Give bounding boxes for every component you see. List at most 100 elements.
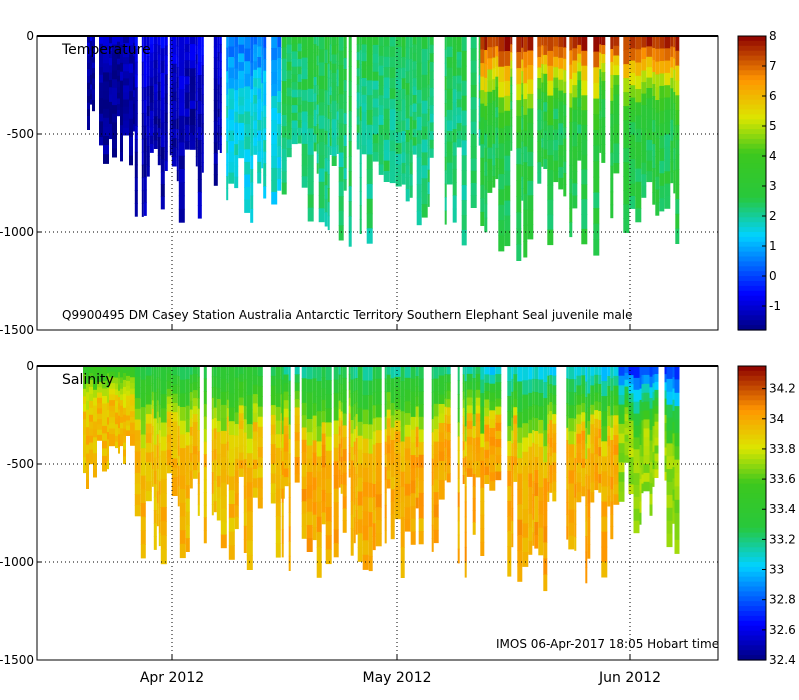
profile-cell [466, 460, 473, 469]
profile-cell [507, 441, 512, 457]
profile-cell [226, 152, 229, 166]
profile-cell [461, 36, 467, 52]
profile-cell [281, 160, 287, 172]
profile-cell [238, 96, 245, 107]
profile-cell [511, 456, 514, 470]
profile-cell [521, 71, 524, 84]
profile-cell [581, 412, 586, 423]
profile-cell [495, 97, 499, 108]
profile-cell [220, 521, 227, 536]
profile-cell [639, 411, 642, 424]
profile-cell [613, 124, 620, 135]
profile-cell [270, 366, 276, 377]
profile-cell [294, 432, 300, 442]
profile-cell [99, 67, 103, 76]
profile-cell [160, 147, 165, 160]
profile-cell [521, 36, 524, 49]
profile-cell [348, 445, 351, 454]
profile-cell [327, 49, 330, 65]
colorbar-tick-label: 32.4 [769, 653, 796, 667]
profile-cell [143, 164, 147, 178]
profile-cell [641, 185, 647, 198]
profile-cell [480, 130, 485, 145]
profile-cell [184, 36, 190, 45]
profile-cell [109, 65, 112, 74]
profile-cell [372, 98, 379, 108]
profile-cell [283, 408, 289, 418]
profile-cell [133, 103, 136, 112]
profile-cell [375, 481, 382, 495]
profile-cell [201, 65, 204, 76]
profile-cell [527, 122, 534, 138]
profile-cell [325, 521, 332, 536]
profile-cell [297, 36, 302, 45]
profile-cell [523, 114, 528, 132]
profile-cell [338, 478, 341, 488]
profile-cell [318, 102, 325, 117]
profile-cell [145, 462, 152, 473]
profile-cell [635, 89, 642, 103]
profile-cell [438, 442, 445, 453]
profile-cell [325, 394, 332, 409]
profile-cell [324, 171, 328, 186]
profile-cell [307, 181, 314, 196]
profile-cell [316, 547, 322, 563]
profile-cell [321, 388, 326, 401]
profile-cell [446, 152, 453, 164]
profile-cell [234, 36, 239, 48]
profile-cell [107, 454, 109, 462]
profile-cell [361, 61, 367, 71]
profile-cell [171, 73, 177, 83]
profile-cell [378, 105, 384, 116]
profile-cell [547, 366, 550, 377]
profile-cell [160, 521, 167, 536]
profile-cell [263, 140, 267, 153]
profile-cell [635, 49, 642, 64]
profile-cell [178, 102, 185, 117]
profile-cell [140, 461, 146, 477]
profile-cell [480, 366, 485, 381]
profile-cell [228, 517, 235, 533]
profile-cell [118, 440, 120, 448]
profile-cell [107, 439, 109, 448]
profile-cell [201, 45, 204, 56]
profile-cell [566, 440, 569, 454]
profile-cell [219, 69, 222, 79]
profile-cell [238, 413, 244, 422]
profile-cell [549, 456, 553, 466]
profile-cell [456, 107, 462, 116]
profile-cell [452, 62, 457, 77]
profile-cell [217, 84, 220, 94]
profile-cell [220, 417, 227, 432]
profile-cell [541, 156, 544, 167]
profile-cell [281, 488, 284, 503]
profile-cell [511, 495, 514, 509]
profile-cell [384, 416, 387, 430]
profile-cell [234, 155, 239, 167]
profile-cell [601, 411, 608, 427]
profile-cell [141, 61, 144, 76]
profile-cell [513, 456, 518, 466]
profile-cell [487, 158, 493, 171]
profile-cell [134, 398, 141, 410]
profile-cell [472, 390, 476, 403]
profile-cell [257, 130, 262, 142]
profile-cell [97, 434, 102, 441]
colorbar-cell [738, 655, 766, 661]
profile-cell [211, 376, 214, 388]
profile-cell [641, 483, 644, 494]
profile-cell [446, 162, 453, 174]
profile-cell [271, 143, 278, 157]
colorbar-cell [738, 232, 766, 238]
profile-cell [513, 366, 518, 375]
profile-cell [610, 139, 614, 154]
profile-cell [120, 405, 123, 412]
profile-cell [480, 157, 485, 172]
profile-cell [549, 429, 553, 439]
profile-cell [446, 415, 451, 425]
profile-cell [452, 168, 457, 183]
profile-cell [283, 383, 289, 393]
profile-cell [252, 478, 258, 489]
profile-cell [171, 421, 178, 432]
profile-cell [623, 204, 630, 219]
